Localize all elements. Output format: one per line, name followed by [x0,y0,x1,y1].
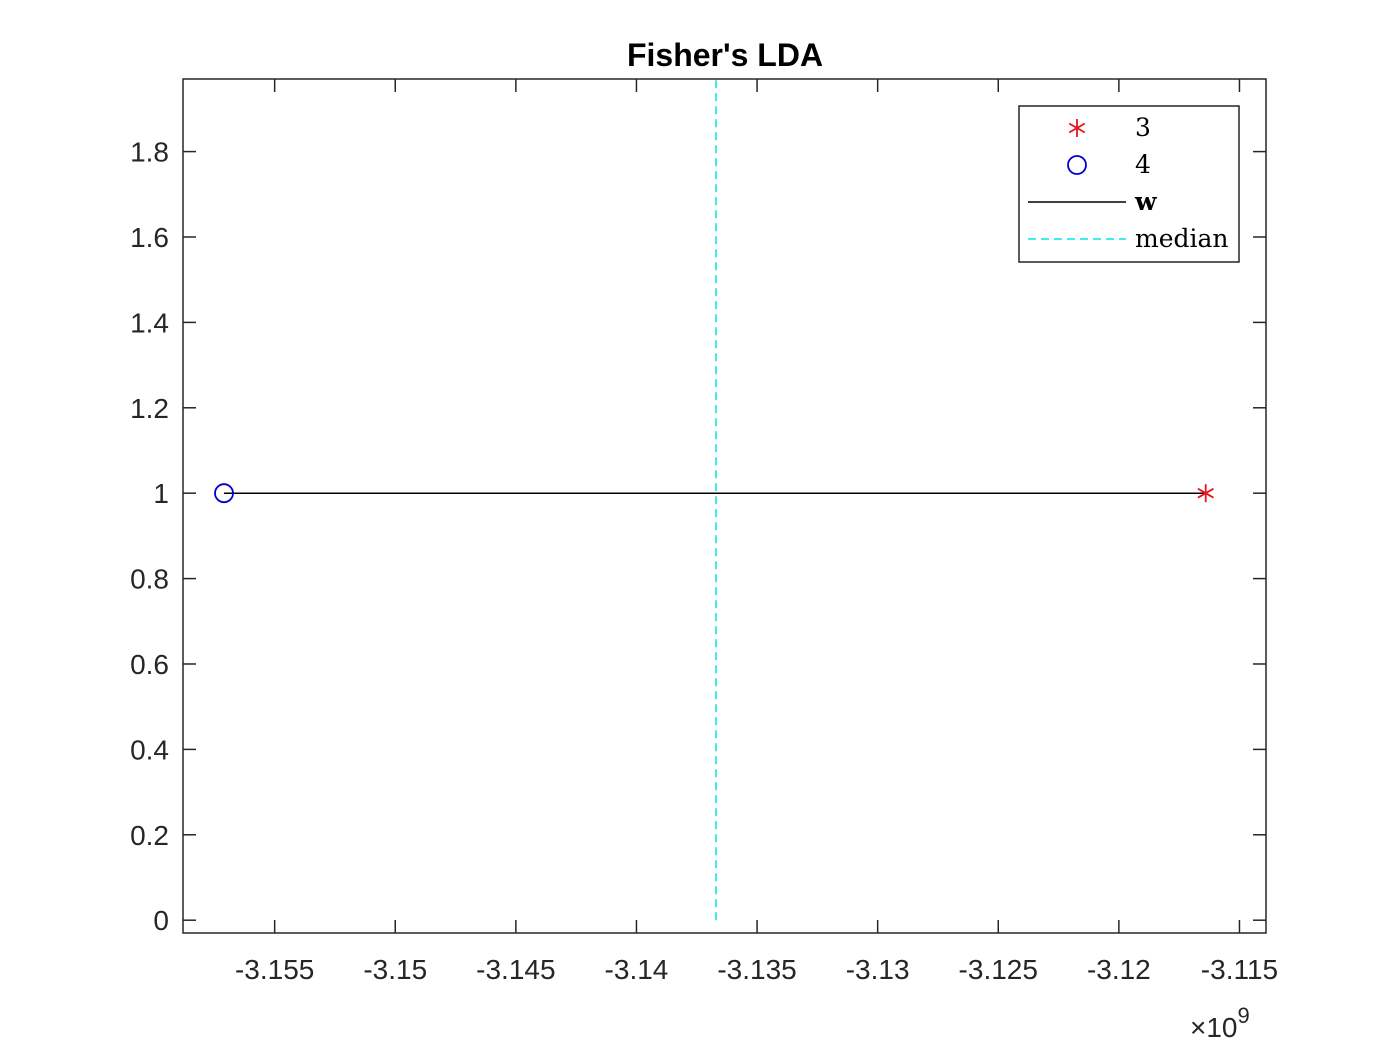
series-4-point [214,483,234,504]
x-exponent-power: 9 [1238,1003,1250,1028]
y-tick-label: 1.8 [130,137,169,168]
y-tick-label: 0.8 [130,564,169,595]
series-3-point [1197,484,1214,503]
x-exponent-label: ×109 [1190,1003,1250,1043]
axes: -3.155 -3.15 -3.145 -3.14 -3.135 -3.13 -3.125 -… [130,78,1278,985]
axes-box [182,78,1267,934]
x-tick-label: -3.125 [959,954,1038,985]
x-tick-label: -3.13 [846,954,910,985]
x-exponent-base: ×10 [1190,1012,1238,1043]
x-tick-label: -3.155 [235,954,314,985]
legend: 3 4 w median [1018,105,1240,263]
legend-symbol-3-stroke [1068,122,1086,134]
y-tick-label: 1.4 [130,307,169,338]
x-tick-label: -3.12 [1087,954,1151,985]
y-tick-label: 1.2 [130,393,169,424]
x-tick-label: -3.145 [476,954,555,985]
plot-area [214,79,1214,921]
legend-symbol-4 [1067,155,1087,175]
series-3-point-stroke [1197,487,1214,499]
y-tick-label: 0 [153,905,169,936]
y-tick-label: 1.6 [130,222,169,253]
legend-label-w: w [1134,187,1158,216]
y-tick-label: 0.4 [130,734,169,765]
legend-symbol-3 [1068,119,1086,137]
y-tick-label: 0.6 [130,649,169,680]
legend-label-median: median [1135,224,1229,253]
x-tick-label: -3.14 [605,954,669,985]
x-tick-label: -3.15 [363,954,427,985]
legend-label-4: 4 [1135,150,1151,179]
y-tick-label: 1 [153,478,169,509]
chart-title: Fisher's LDA [627,37,823,73]
x-tick-label: -3.135 [717,954,796,985]
y-tick-label: 0.2 [130,820,169,851]
legend-label-3: 3 [1135,113,1151,142]
legend-box [1018,105,1240,263]
x-tick-label: -3.115 [1201,954,1278,985]
